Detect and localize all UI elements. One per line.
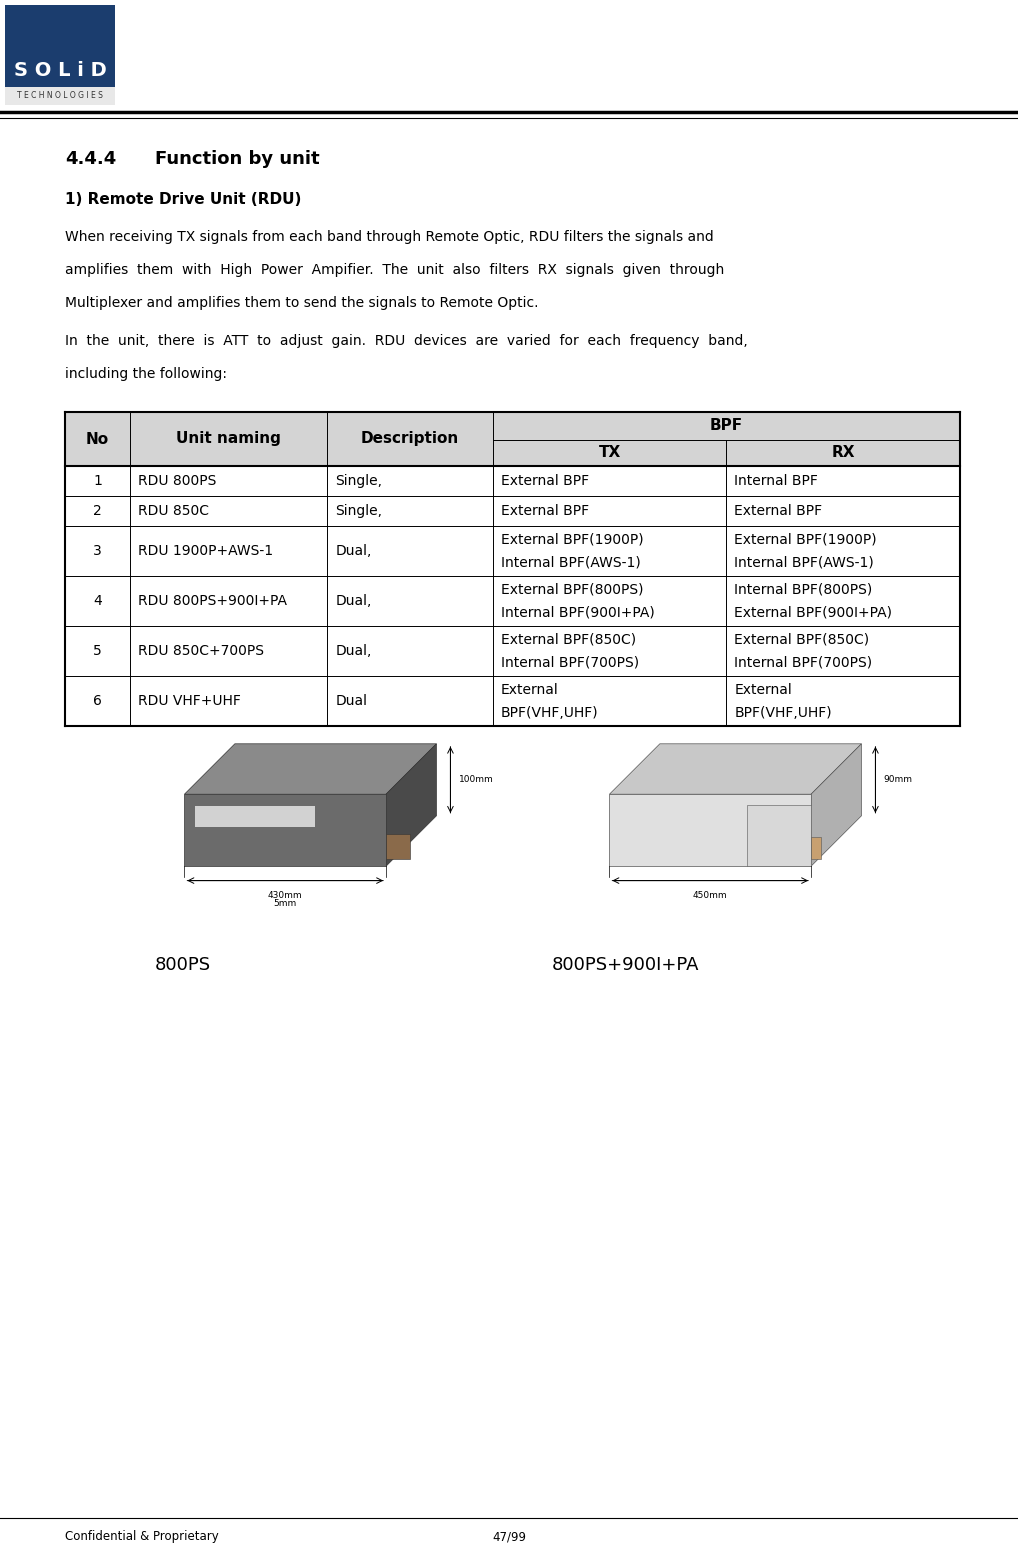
- Text: Internal BPF: Internal BPF: [734, 474, 818, 488]
- Text: Function by unit: Function by unit: [155, 150, 320, 168]
- Text: Internal BPF(700PS): Internal BPF(700PS): [501, 655, 639, 669]
- Text: BPF(VHF,UHF): BPF(VHF,UHF): [734, 705, 832, 719]
- Text: including the following:: including the following:: [65, 367, 227, 381]
- Bar: [610, 794, 811, 866]
- Text: BPF(VHF,UHF): BPF(VHF,UHF): [501, 705, 599, 719]
- Text: RX: RX: [832, 446, 855, 460]
- Text: 5mm: 5mm: [274, 899, 297, 908]
- Text: Confidential & Proprietary: Confidential & Proprietary: [65, 1530, 219, 1543]
- Text: External: External: [501, 683, 559, 696]
- Text: RDU 1900P+AWS-1: RDU 1900P+AWS-1: [138, 544, 274, 558]
- Polygon shape: [811, 744, 861, 866]
- Text: 800PS: 800PS: [155, 956, 211, 973]
- Text: External BPF: External BPF: [734, 504, 823, 518]
- Text: Dual,: Dual,: [335, 544, 372, 558]
- Bar: [746, 805, 811, 866]
- Text: Internal BPF(700PS): Internal BPF(700PS): [734, 655, 872, 669]
- Text: External: External: [734, 683, 792, 696]
- Bar: [194, 807, 316, 827]
- Polygon shape: [610, 744, 861, 794]
- Bar: [184, 794, 386, 866]
- Text: 3: 3: [94, 544, 102, 558]
- Text: RDU 850C: RDU 850C: [138, 504, 210, 518]
- Bar: [811, 838, 822, 860]
- Text: T E C H N O L O G I E S: T E C H N O L O G I E S: [17, 92, 103, 100]
- Text: External BPF(1900P): External BPF(1900P): [734, 532, 878, 546]
- Text: Internal BPF(AWS-1): Internal BPF(AWS-1): [734, 555, 874, 569]
- Text: RDU 850C+700PS: RDU 850C+700PS: [138, 644, 265, 658]
- Text: Unit naming: Unit naming: [176, 432, 281, 446]
- Text: External BPF(900I+PA): External BPF(900I+PA): [734, 605, 893, 619]
- Bar: [65, 412, 960, 440]
- Text: 4: 4: [94, 594, 102, 608]
- Text: Single,: Single,: [335, 474, 382, 488]
- Text: Internal BPF(800PS): Internal BPF(800PS): [734, 582, 872, 596]
- Text: amplifies  them  with  High  Power  Ampifier.  The  unit  also  filters  RX  sig: amplifies them with High Power Ampifier.…: [65, 264, 724, 278]
- Text: In  the  unit,  there  is  ATT  to  adjust  gain.  RDU  devices  are  varied  fo: In the unit, there is ATT to adjust gain…: [65, 334, 748, 348]
- Text: 2: 2: [94, 504, 102, 518]
- Text: RDU 800PS: RDU 800PS: [138, 474, 217, 488]
- Text: 450mm: 450mm: [693, 891, 728, 900]
- Text: 1: 1: [94, 474, 102, 488]
- Text: External BPF(850C): External BPF(850C): [501, 632, 636, 646]
- Polygon shape: [184, 744, 437, 794]
- Text: Single,: Single,: [335, 504, 382, 518]
- Text: Internal BPF(900I+PA): Internal BPF(900I+PA): [501, 605, 655, 619]
- Text: External BPF(800PS): External BPF(800PS): [501, 582, 643, 596]
- Text: Dual,: Dual,: [335, 644, 372, 658]
- Text: BPF: BPF: [710, 418, 743, 434]
- Text: RDU VHF+UHF: RDU VHF+UHF: [138, 694, 241, 708]
- Text: 100mm: 100mm: [459, 775, 494, 785]
- Bar: [5, 87, 115, 105]
- Text: 90mm: 90mm: [884, 775, 913, 785]
- Text: External BPF(1900P): External BPF(1900P): [501, 532, 643, 546]
- Text: Dual,: Dual,: [335, 594, 372, 608]
- Text: Description: Description: [361, 432, 459, 446]
- Text: 1) Remote Drive Unit (RDU): 1) Remote Drive Unit (RDU): [65, 192, 301, 207]
- Text: Internal BPF(AWS-1): Internal BPF(AWS-1): [501, 555, 640, 569]
- Text: 430mm: 430mm: [268, 891, 302, 900]
- Text: S O L i D: S O L i D: [13, 61, 106, 80]
- Text: 5: 5: [94, 644, 102, 658]
- Text: 4.4.4: 4.4.4: [65, 150, 116, 168]
- Text: TX: TX: [599, 446, 621, 460]
- Bar: [386, 833, 410, 860]
- Text: External BPF(850C): External BPF(850C): [734, 632, 869, 646]
- Text: No: No: [87, 432, 109, 446]
- Text: External BPF: External BPF: [501, 474, 589, 488]
- Text: Dual: Dual: [335, 694, 367, 708]
- Text: External BPF: External BPF: [501, 504, 589, 518]
- Text: 6: 6: [94, 694, 102, 708]
- Text: 47/99: 47/99: [492, 1530, 526, 1543]
- Text: Multiplexer and amplifies them to send the signals to Remote Optic.: Multiplexer and amplifies them to send t…: [65, 296, 539, 310]
- Polygon shape: [386, 744, 437, 866]
- Bar: [65, 440, 960, 466]
- Text: RDU 800PS+900I+PA: RDU 800PS+900I+PA: [138, 594, 287, 608]
- Text: 800PS+900I+PA: 800PS+900I+PA: [552, 956, 699, 973]
- Bar: [5, 5, 115, 105]
- Text: When receiving TX signals from each band through Remote Optic, RDU filters the s: When receiving TX signals from each band…: [65, 229, 714, 243]
